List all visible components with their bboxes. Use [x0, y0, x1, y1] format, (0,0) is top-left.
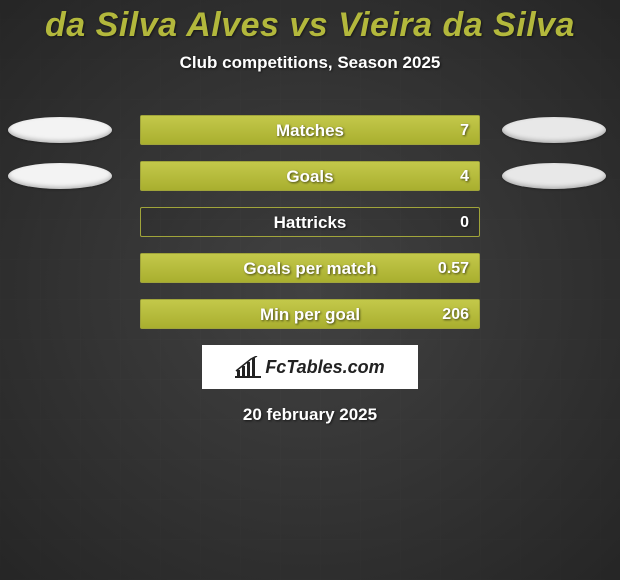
player-left-ellipse	[8, 163, 112, 189]
bar-fill	[141, 254, 479, 282]
bar-value: 0	[460, 208, 469, 238]
chart-row: Matches7	[0, 115, 620, 145]
page-title: da Silva Alves vs Vieira da Silva	[0, 0, 620, 45]
bar-track: Hattricks0	[140, 207, 480, 237]
chart-row: Hattricks0	[0, 207, 620, 237]
player-right-ellipse	[502, 117, 606, 143]
page-subtitle: Club competitions, Season 2025	[0, 53, 620, 73]
bar-track: Goals per match0.57	[140, 253, 480, 283]
logo-text: FcTables.com	[265, 357, 384, 378]
logo-box: FcTables.com	[202, 345, 418, 389]
chart-row: Goals4	[0, 161, 620, 191]
bar-fill	[141, 300, 479, 328]
bar-chart-icon	[235, 356, 261, 378]
bar-fill	[141, 116, 479, 144]
bar-label: Hattricks	[141, 208, 479, 238]
chart-row: Min per goal206	[0, 299, 620, 329]
bar-fill	[141, 162, 479, 190]
player-left-ellipse	[8, 117, 112, 143]
player-right-ellipse	[502, 163, 606, 189]
date-label: 20 february 2025	[0, 405, 620, 425]
bar-track: Matches7	[140, 115, 480, 145]
comparison-chart: Matches7 Goals4 Hattricks0 Goals per match0…	[0, 115, 620, 329]
bar-track: Goals4	[140, 161, 480, 191]
bar-track: Min per goal206	[140, 299, 480, 329]
chart-row: Goals per match0.57	[0, 253, 620, 283]
